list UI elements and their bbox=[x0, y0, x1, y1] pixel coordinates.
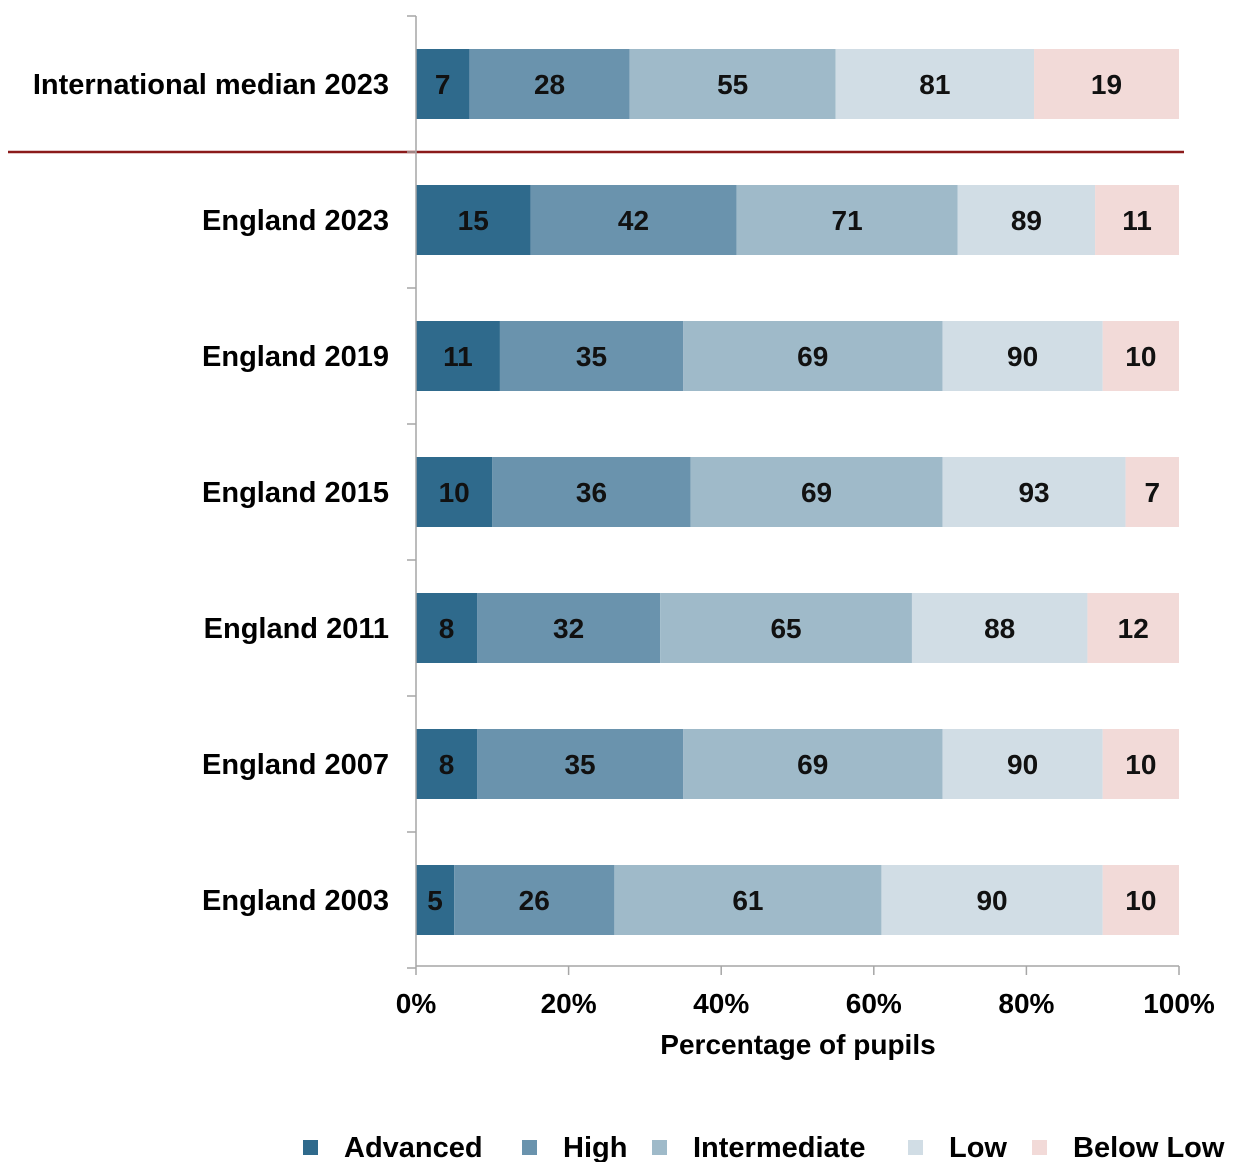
data-label: 15 bbox=[458, 205, 489, 236]
bar-segment bbox=[683, 729, 943, 799]
x-tick-label: 40% bbox=[693, 988, 749, 1019]
data-label: 5 bbox=[427, 885, 443, 916]
bar-segment bbox=[957, 185, 1096, 255]
bar-segment bbox=[1034, 49, 1179, 119]
category-label: England 2023 bbox=[202, 205, 389, 237]
category-label: England 2015 bbox=[202, 477, 389, 509]
bar-segment bbox=[416, 321, 500, 391]
legend-label: Advanced bbox=[344, 1132, 483, 1162]
bar-segment bbox=[614, 865, 882, 935]
legend-swatch bbox=[652, 1140, 667, 1155]
bar-segment bbox=[942, 321, 1103, 391]
data-label: 90 bbox=[1007, 749, 1038, 780]
data-label: 8 bbox=[439, 613, 455, 644]
x-tick-label: 60% bbox=[846, 988, 902, 1019]
x-tick-label: 20% bbox=[541, 988, 597, 1019]
data-label: 10 bbox=[439, 477, 470, 508]
x-axis-title: Percentage of pupils bbox=[660, 1029, 935, 1060]
bar-segment bbox=[660, 593, 912, 663]
legend-swatch bbox=[908, 1140, 923, 1155]
data-label: 81 bbox=[919, 69, 950, 100]
data-label: 36 bbox=[576, 477, 607, 508]
bar-segment bbox=[942, 457, 1126, 527]
data-label: 69 bbox=[801, 477, 832, 508]
bar-segment bbox=[416, 865, 455, 935]
bar-segment bbox=[683, 321, 943, 391]
data-label: 88 bbox=[984, 613, 1015, 644]
bar-segment bbox=[881, 865, 1103, 935]
bars-layer: International median 2023 7 28 55 81 19 Englan… bbox=[33, 49, 1179, 935]
data-label: 32 bbox=[553, 613, 584, 644]
bar-segment bbox=[1087, 593, 1179, 663]
legend-label: Low bbox=[949, 1132, 1007, 1162]
data-label: 12 bbox=[1118, 613, 1149, 644]
data-label: 55 bbox=[717, 69, 748, 100]
bar-segment bbox=[690, 457, 943, 527]
data-label: 61 bbox=[732, 885, 763, 916]
legend: Advanced High Intermediate Low Below Low bbox=[303, 1132, 1225, 1162]
x-tick-label: 80% bbox=[998, 988, 1054, 1019]
data-label: 35 bbox=[564, 749, 595, 780]
bar-segment bbox=[835, 49, 1035, 119]
data-label: 65 bbox=[770, 613, 801, 644]
data-label: 90 bbox=[976, 885, 1007, 916]
category-label: England 2011 bbox=[204, 613, 389, 645]
category-label: England 2019 bbox=[202, 341, 389, 373]
bar-segment bbox=[911, 593, 1088, 663]
data-label: 11 bbox=[443, 341, 473, 372]
bar-segment bbox=[1102, 729, 1179, 799]
legend-label: Below Low bbox=[1073, 1132, 1225, 1162]
bar-segment bbox=[469, 49, 630, 119]
data-label: 71 bbox=[832, 205, 863, 236]
bar-segment bbox=[416, 49, 470, 119]
data-label: 11 bbox=[1122, 205, 1152, 236]
bar-segment bbox=[416, 457, 493, 527]
bar-segment bbox=[477, 593, 661, 663]
data-label: 69 bbox=[797, 341, 828, 372]
data-label: 7 bbox=[1145, 477, 1161, 508]
data-label: 90 bbox=[1007, 341, 1038, 372]
data-label: 89 bbox=[1011, 205, 1042, 236]
bar-segment bbox=[499, 321, 684, 391]
bar-segment bbox=[530, 185, 737, 255]
data-label: 10 bbox=[1125, 341, 1156, 372]
legend-label: Intermediate bbox=[693, 1132, 865, 1162]
data-label: 35 bbox=[576, 341, 607, 372]
bar-segment bbox=[1102, 865, 1179, 935]
bar-segment bbox=[629, 49, 836, 119]
legend-swatch bbox=[303, 1140, 318, 1155]
bar-segment bbox=[1095, 185, 1179, 255]
bar-segment bbox=[416, 185, 531, 255]
bar-segment bbox=[416, 593, 478, 663]
bar-segment bbox=[736, 185, 958, 255]
axis-layer: 0% 20% 40% 60% 80% 100% bbox=[8, 15, 1215, 1019]
data-label: 28 bbox=[534, 69, 565, 100]
data-label: 69 bbox=[797, 749, 828, 780]
data-label: 26 bbox=[519, 885, 550, 916]
bar-segment bbox=[454, 865, 615, 935]
bar-segment bbox=[1125, 457, 1179, 527]
category-label: International median 2023 bbox=[33, 69, 389, 101]
data-label: 10 bbox=[1125, 885, 1156, 916]
x-tick-label: 100% bbox=[1143, 988, 1215, 1019]
data-label: 93 bbox=[1018, 477, 1049, 508]
category-label: England 2007 bbox=[202, 749, 389, 781]
legend-swatch bbox=[1032, 1140, 1047, 1155]
data-label: 8 bbox=[439, 749, 455, 780]
bar-segment bbox=[416, 729, 478, 799]
bar-segment bbox=[942, 729, 1103, 799]
x-tick-label: 0% bbox=[396, 988, 437, 1019]
data-label: 10 bbox=[1125, 749, 1156, 780]
legend-label: High bbox=[563, 1132, 627, 1162]
bar-segment bbox=[492, 457, 691, 527]
category-label: England 2003 bbox=[202, 885, 389, 917]
bar-segment bbox=[477, 729, 684, 799]
data-label: 19 bbox=[1091, 69, 1122, 100]
data-label: 42 bbox=[618, 205, 649, 236]
data-label: 7 bbox=[435, 69, 451, 100]
legend-swatch bbox=[522, 1140, 537, 1155]
bar-segment bbox=[1102, 321, 1179, 391]
